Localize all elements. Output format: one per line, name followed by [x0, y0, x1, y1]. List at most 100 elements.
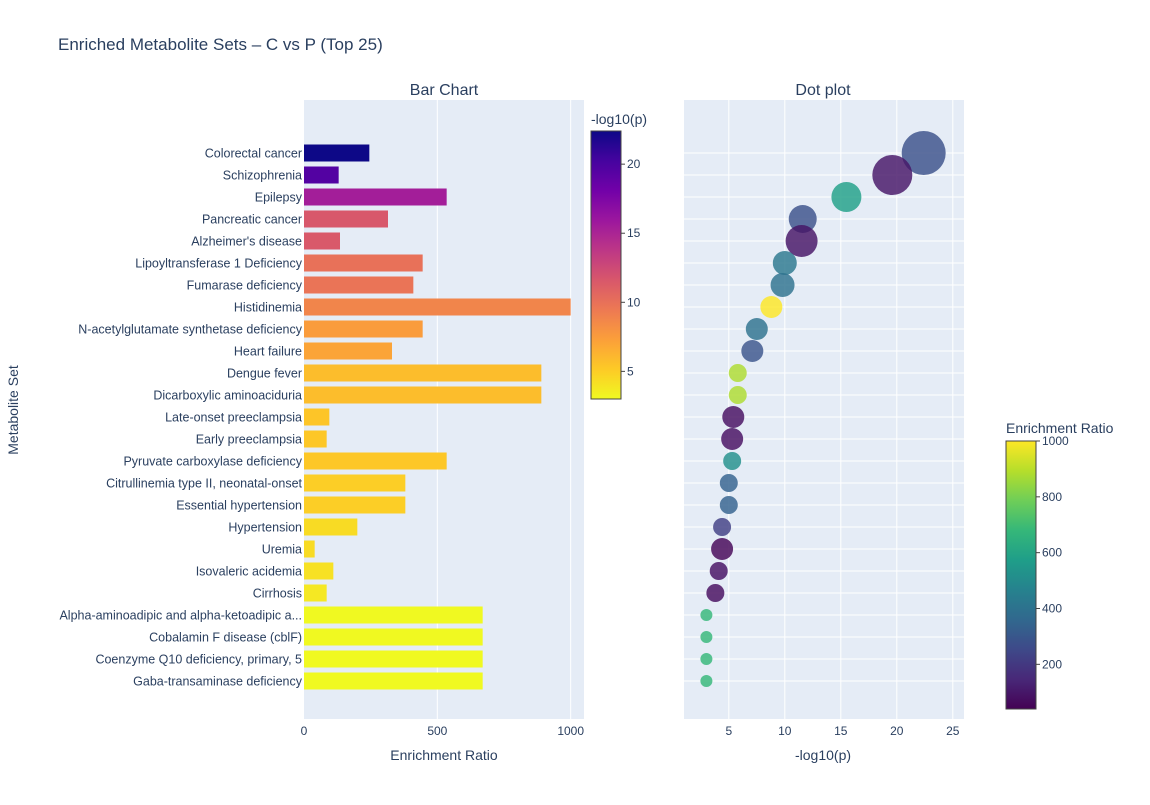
category-label: Histidinemia [234, 301, 302, 315]
bar-3 [304, 188, 447, 206]
colorbar-tick-label: 200 [1042, 657, 1062, 671]
bar-13 [304, 408, 330, 426]
bar-10 [304, 342, 392, 360]
bar-11 [304, 364, 542, 382]
bar-25 [304, 672, 483, 690]
colorbar-tick-label: 800 [1042, 490, 1062, 504]
category-label: Schizophrenia [223, 169, 302, 183]
dot-x-tick-label: 25 [946, 724, 960, 738]
viridis-colorbar: Enrichment Ratio 200 400 600 800 1000 [1005, 420, 1114, 710]
dot-x-tick-labels: 5 10 15 20 25 [725, 724, 959, 738]
dot-3 [831, 182, 862, 212]
dot-6 [772, 251, 797, 275]
dot-9 [745, 318, 768, 340]
dot-20 [709, 562, 728, 580]
category-label: Isovaleric acidemia [196, 565, 302, 579]
category-label: Uremia [262, 543, 302, 557]
bar-15 [304, 452, 447, 470]
y-tick-labels: Colorectal cancer Schizophrenia Epilepsy Pa… [59, 147, 302, 689]
plasma-colorbar-title: -log10(p) [591, 111, 647, 127]
dot-1 [901, 131, 946, 175]
category-label: Alzheimer's disease [191, 235, 302, 249]
colorbar-tick-label: 5 [627, 364, 634, 378]
dot-2 [872, 155, 913, 195]
bar-5 [304, 232, 340, 250]
dot-x-tick-label: 10 [778, 724, 792, 738]
bar-20 [304, 562, 334, 580]
bar-x-tick-label: 1000 [557, 724, 584, 738]
bar-4 [304, 210, 388, 228]
category-label: Cirrhosis [253, 587, 302, 601]
category-label: Gaba-transaminase deficiency [133, 675, 303, 689]
bar-9 [304, 320, 423, 338]
category-label: Dicarboxylic aminoaciduria [153, 389, 302, 403]
bar-x-axis-label: Enrichment Ratio [390, 747, 498, 763]
dot-25 [700, 675, 713, 687]
dot-5 [785, 225, 818, 257]
colorbar-tick-label: 400 [1042, 602, 1062, 616]
category-label: Coenzyme Q10 deficiency, primary, 5 [95, 653, 302, 667]
bar-6 [304, 254, 423, 272]
category-label: Alpha-aminoadipic and alpha-ketoadipic a… [59, 609, 302, 623]
colorbar-tick-label: 20 [627, 157, 641, 171]
dot-x-tick-label: 20 [890, 724, 904, 738]
category-label: Late-onset preeclampsia [165, 411, 302, 425]
plasma-colorbar-ticks: 5 10 15 20 [621, 157, 641, 378]
dot-15 [723, 452, 742, 470]
dot-18 [713, 518, 732, 536]
bar-8 [304, 298, 571, 316]
category-label: Early preeclampsia [196, 433, 302, 447]
dot-series [700, 131, 946, 687]
colorbar-tick-label: 15 [627, 226, 641, 240]
dot-14 [721, 428, 744, 450]
category-label: Colorectal cancer [205, 147, 302, 161]
plasma-colorbar: -log10(p) 5 10 15 20 [590, 111, 647, 400]
colorbar-tick-label: 10 [627, 295, 641, 309]
dot-17 [719, 496, 738, 514]
chart-title: Enriched Metabolite Sets – C vs P (Top 2… [58, 35, 383, 54]
category-label: Lipoyltransferase 1 Deficiency [135, 257, 302, 271]
bar-series [304, 144, 571, 690]
dot-4 [788, 205, 817, 233]
bar-12 [304, 386, 542, 404]
dot-10 [741, 340, 764, 362]
bar-2 [304, 166, 339, 184]
category-label: Pyruvate carboxylase deficiency [123, 455, 302, 469]
bar-14 [304, 430, 327, 448]
bar-23 [304, 628, 483, 646]
category-label: Epilepsy [255, 191, 303, 205]
bar-18 [304, 518, 358, 536]
dot-19 [711, 538, 734, 560]
category-label: N-acetylglutamate synthetase deficiency [78, 323, 302, 337]
dot-7 [770, 273, 795, 297]
category-label: Cobalamin F disease (cblF) [149, 631, 302, 645]
colorbar-tick-label: 1000 [1042, 434, 1069, 448]
category-label: Essential hypertension [176, 499, 302, 513]
bar-x-tick-label: 0 [301, 724, 308, 738]
dot-x-tick-label: 5 [725, 724, 732, 738]
category-label: Citrullinemia type II, neonatal-onset [106, 477, 302, 491]
bar-22 [304, 606, 483, 624]
colorbar-tick-label: 600 [1042, 546, 1062, 560]
plasma-colorbar-gradient [590, 130, 622, 400]
dot-plot-subtitle: Dot plot [795, 82, 851, 99]
bar-x-tick-label: 500 [427, 724, 447, 738]
category-label: Dengue fever [227, 367, 302, 381]
bar-x-tick-labels: 0 500 1000 [301, 724, 585, 738]
category-label: Fumarase deficiency [187, 279, 303, 293]
viridis-colorbar-gradient [1005, 440, 1037, 710]
dot-11 [728, 364, 747, 382]
dot-13 [722, 406, 745, 428]
dot-21 [706, 584, 725, 602]
dot-12 [728, 386, 747, 404]
bar-16 [304, 474, 406, 492]
category-label: Hypertension [228, 521, 302, 535]
viridis-colorbar-title: Enrichment Ratio [1006, 420, 1114, 436]
category-label: Pancreatic cancer [202, 213, 302, 227]
dot-23 [700, 631, 713, 643]
bar-17 [304, 496, 406, 514]
bar-24 [304, 650, 483, 668]
dot-24 [700, 653, 713, 665]
